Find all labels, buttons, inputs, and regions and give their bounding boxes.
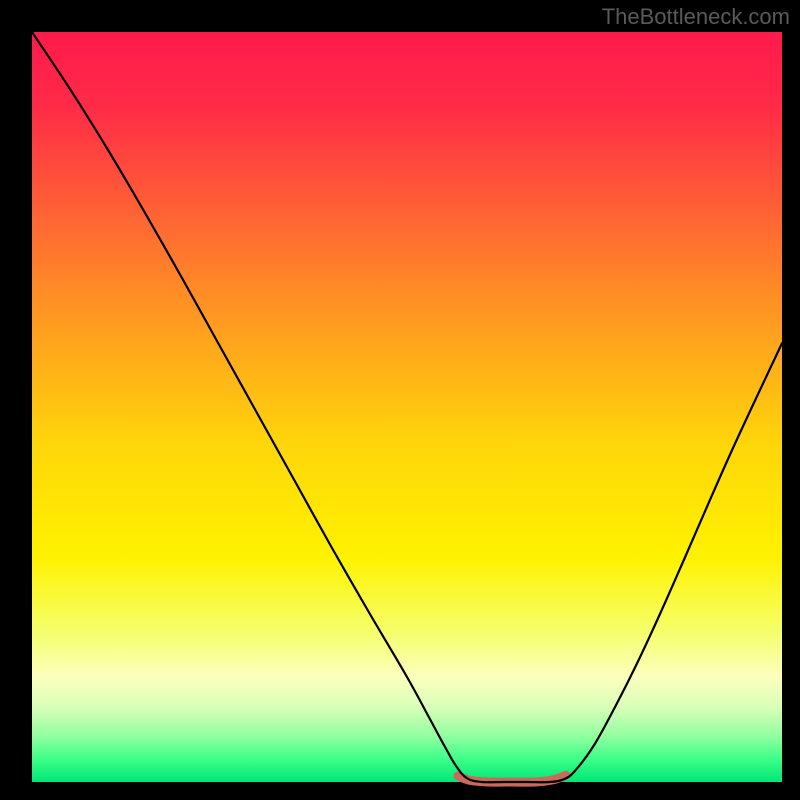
- watermark-text: TheBottleneck.com: [602, 4, 790, 30]
- bottleneck-chart: [0, 0, 800, 800]
- chart-background-gradient: [32, 32, 782, 782]
